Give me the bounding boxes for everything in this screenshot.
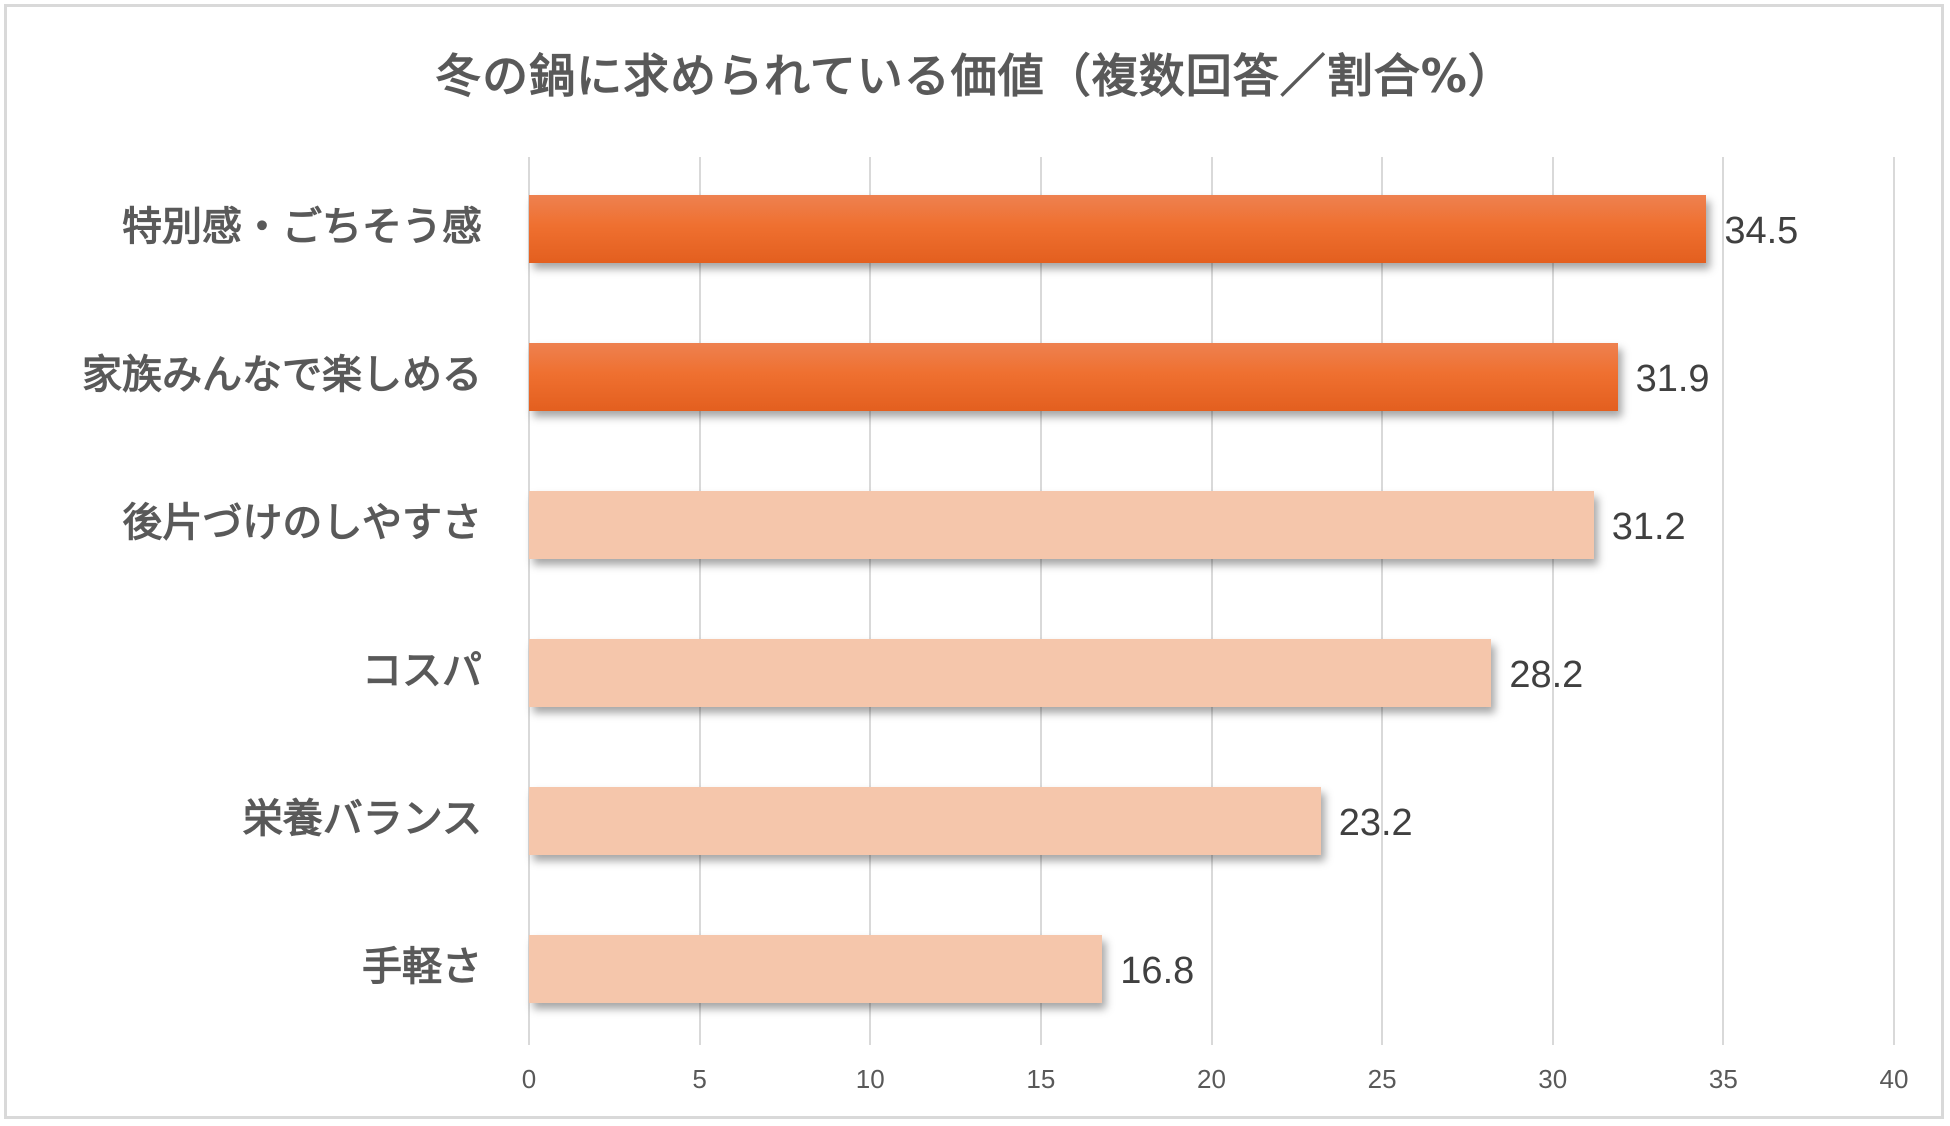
x-tick-label: 20 (1197, 1064, 1226, 1094)
gridline (1210, 157, 1213, 1045)
bar (529, 787, 1321, 855)
x-tick-label: 10 (855, 1064, 885, 1094)
category-label: 後片づけのしやすさ (122, 500, 482, 546)
x-tick-label: 40 (1879, 1064, 1909, 1094)
gridline (1551, 157, 1554, 1045)
gridline (698, 157, 701, 1045)
value-label: 31.9 (1635, 358, 1710, 400)
bar (529, 639, 1492, 707)
value-label: 31.2 (1611, 506, 1686, 548)
category-label: コスパ (362, 648, 482, 694)
gridline (1039, 157, 1042, 1045)
bar (529, 195, 1707, 263)
chart-frame (4, 4, 1944, 1119)
x-tick-label: 5 (692, 1064, 707, 1094)
x-tick-label: 35 (1708, 1064, 1738, 1094)
x-tick-label: 25 (1367, 1064, 1397, 1094)
value-label: 23.2 (1338, 802, 1413, 844)
value-label: 34.5 (1724, 210, 1799, 252)
bar (529, 491, 1594, 559)
category-label: 家族みんなで楽しめる (82, 352, 482, 398)
gridline (1722, 157, 1725, 1045)
gridline (1893, 157, 1895, 1045)
gridline (1381, 157, 1384, 1045)
category-label: 手軽さ (362, 944, 482, 990)
x-tick-label: 0 (521, 1064, 537, 1094)
chart-title: 冬の鍋に求められている価値（複数回答／割合%） (435, 49, 1515, 103)
bar (529, 935, 1103, 1003)
gridline (869, 157, 872, 1045)
x-tick-label: 15 (1026, 1064, 1056, 1094)
category-label: 特別感・ごちそう感 (122, 204, 482, 250)
value-label: 16.8 (1120, 950, 1195, 992)
gridline (528, 157, 530, 1045)
category-label: 栄養バランス (242, 796, 482, 842)
value-label: 28.2 (1509, 654, 1584, 696)
x-tick-label: 30 (1538, 1064, 1568, 1094)
bar (529, 343, 1618, 411)
